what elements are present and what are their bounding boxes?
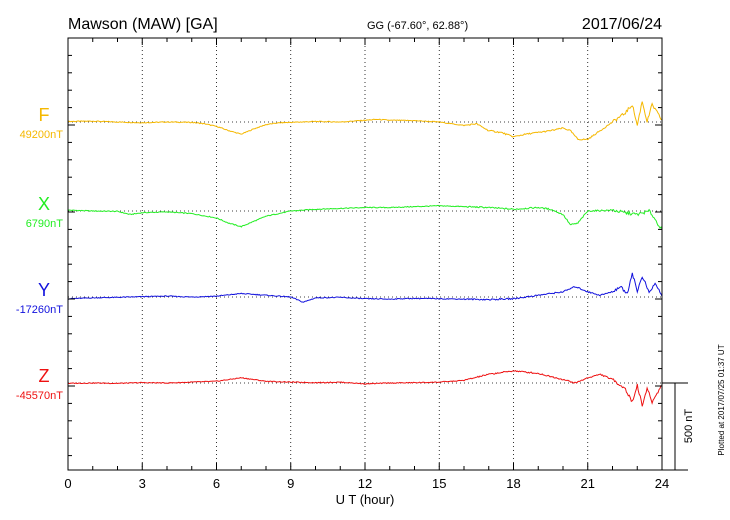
series-group bbox=[67, 101, 663, 407]
series-baseline-label-y: -17260nT bbox=[16, 304, 63, 316]
series-line-f bbox=[67, 101, 663, 141]
station-coordinates: GG (-67.60°, 62.88°) bbox=[367, 20, 468, 32]
axis-ticks bbox=[67, 37, 663, 470]
x-tick-label: 24 bbox=[655, 476, 669, 491]
series-baseline-label-x: 6790nT bbox=[26, 218, 64, 230]
series-labels: F 49200nT X 6790nT Y -17260nT Z -45570nT bbox=[16, 105, 63, 402]
grid-lines bbox=[68, 38, 662, 470]
series-line-z bbox=[67, 370, 663, 407]
x-tick-labels: 0 3 6 9 12 15 18 21 24 bbox=[64, 476, 669, 491]
x-tick-label: 6 bbox=[213, 476, 220, 491]
x-tick-label: 12 bbox=[358, 476, 372, 491]
series-name-y: Y bbox=[38, 280, 50, 300]
series-name-f: F bbox=[39, 105, 50, 125]
x-tick-label: 21 bbox=[581, 476, 595, 491]
chart-date: 2017/06/24 bbox=[582, 16, 662, 33]
x-tick-label: 18 bbox=[506, 476, 520, 491]
series-line-x bbox=[67, 204, 663, 230]
series-name-x: X bbox=[38, 194, 50, 214]
x-tick-label: 3 bbox=[139, 476, 146, 491]
series-baseline-label-f: 49200nT bbox=[20, 129, 64, 141]
x-tick-label: 15 bbox=[432, 476, 446, 491]
chart-title: Mawson (MAW) [GA] bbox=[68, 16, 218, 33]
series-line-y bbox=[67, 272, 663, 303]
scale-bar: 500 nT bbox=[662, 382, 695, 471]
x-axis-label: U T (hour) bbox=[336, 492, 395, 507]
x-tick-label: 9 bbox=[287, 476, 294, 491]
series-name-z: Z bbox=[39, 366, 50, 386]
x-tick-label: 0 bbox=[64, 476, 71, 491]
plotted-timestamp: Plotted at 2017/07/25 01:37 UT bbox=[717, 344, 726, 455]
series-baseline-label-z: -45570nT bbox=[16, 390, 63, 402]
scale-bar-label: 500 nT bbox=[683, 409, 695, 444]
